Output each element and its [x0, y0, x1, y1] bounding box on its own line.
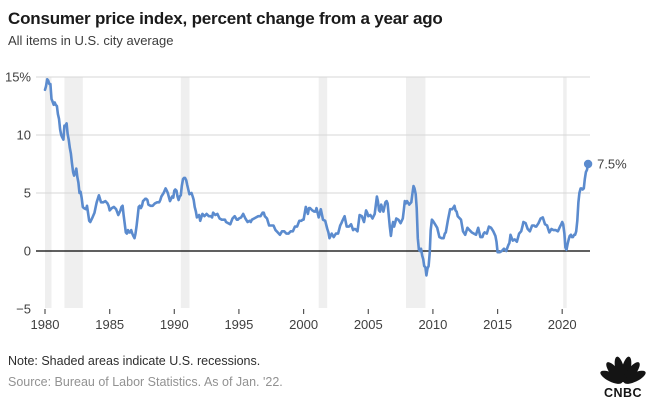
y-axis-label: 5: [24, 186, 31, 201]
x-axis-label: 2010: [418, 317, 447, 332]
y-axis-label: −5: [16, 302, 31, 317]
x-axis-label: 1985: [95, 317, 124, 332]
cnbc-logo: CNBC: [600, 356, 646, 400]
recession-note: Note: Shaded areas indicate U.S. recessi…: [8, 354, 261, 368]
y-axis-label: 15%: [5, 70, 31, 85]
x-axis-label: 2000: [289, 317, 318, 332]
cpi-line: [43, 77, 590, 277]
page-subtitle: All items in U.S. city average: [8, 33, 174, 48]
x-axis-label: 2005: [354, 317, 383, 332]
end-point-label: 7.5%: [597, 157, 627, 172]
x-axis-label: 1990: [160, 317, 189, 332]
page-title: Consumer price index, percent change fro…: [8, 9, 443, 28]
x-axis-label: 2020: [548, 317, 577, 332]
peacock-icon: [600, 356, 646, 384]
y-axis-label: 0: [24, 244, 31, 259]
y-axis-label: 10: [17, 128, 31, 143]
source-line: Source: Bureau of Labor Statistics. As o…: [8, 375, 283, 389]
cnbc-logo-text: CNBC: [604, 386, 642, 400]
x-axis-label: 2015: [483, 317, 512, 332]
x-axis-label: 1995: [224, 317, 253, 332]
x-axis-label: 1980: [31, 317, 60, 332]
end-point-dot: [583, 159, 593, 169]
